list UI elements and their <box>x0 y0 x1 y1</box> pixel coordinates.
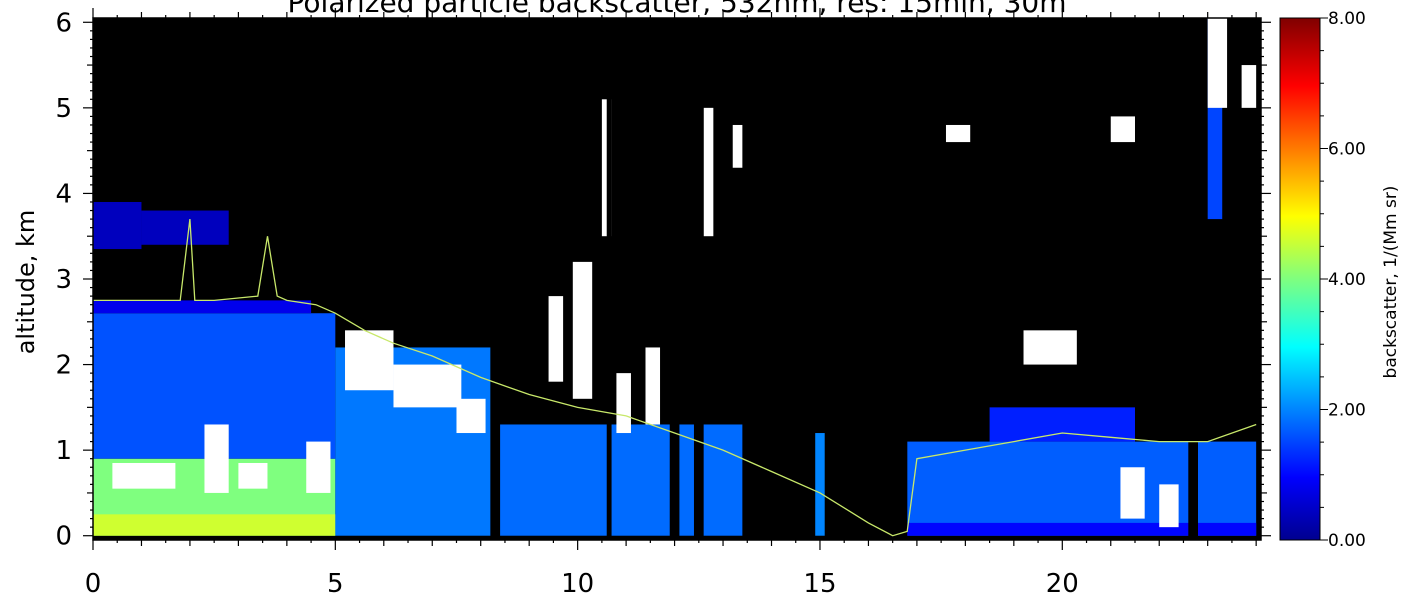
saturated-cell <box>703 107 714 237</box>
saturated-cell <box>945 124 971 143</box>
backscatter-cell <box>93 514 336 536</box>
saturated-cell <box>1120 467 1145 519</box>
saturated-cell <box>1159 484 1179 528</box>
x-axis: 0 5 10 15 20 <box>85 8 1257 599</box>
saturated-cell <box>204 424 229 493</box>
saturated-cell <box>616 373 631 434</box>
y-tick-label: 4 <box>55 179 72 209</box>
data-gap <box>742 18 816 540</box>
colorbar-tick-label: 8.00 <box>1328 9 1366 29</box>
data-gap <box>490 18 501 540</box>
colorbar <box>1279 17 1321 541</box>
saturated-cell <box>732 124 743 168</box>
x-tick-label: 15 <box>803 569 836 599</box>
x-tick-label: 20 <box>1046 569 1079 599</box>
y-axis: 0 1 2 3 4 5 6 <box>55 8 1271 552</box>
saturated-cell <box>1023 330 1077 365</box>
saturated-cell <box>393 364 462 408</box>
data-gap <box>693 18 704 540</box>
saturated-cell <box>112 462 176 489</box>
saturated-cell <box>345 330 394 391</box>
x-tick-label: 10 <box>561 569 594 599</box>
data-gap <box>1188 18 1198 540</box>
saturated-cell <box>238 462 268 489</box>
saturated-cell <box>1207 18 1228 108</box>
y-tick-label: 5 <box>55 94 72 124</box>
backscatter-cell <box>815 433 825 536</box>
backscatter-cell <box>93 300 312 314</box>
saturated-cell <box>1241 65 1257 108</box>
backscatter-cell <box>93 201 142 250</box>
y-tick-label: 0 <box>55 522 72 552</box>
x-tick-label: 5 <box>327 569 344 599</box>
saturated-cell <box>645 347 661 425</box>
y-tick-label: 2 <box>55 351 72 381</box>
y-tick-label: 1 <box>55 436 72 466</box>
backscatter-cell <box>490 424 743 536</box>
colorbar-axis: 0.00 2.00 4.00 6.00 8.00 <box>1320 9 1366 551</box>
backscatter-cell <box>141 210 229 245</box>
saturated-cell <box>456 398 486 434</box>
y-axis-title: altitude, km <box>12 210 40 355</box>
backscatter-cell <box>989 407 1135 442</box>
y-tick-label: 3 <box>55 265 72 295</box>
colorbar-tick-label: 4.00 <box>1328 270 1366 290</box>
colorbar-tick-label: 2.00 <box>1328 401 1366 421</box>
saturated-cell <box>548 296 564 382</box>
colorbar-title: backscatter, 1/(Mm sr) <box>1381 186 1401 379</box>
x-tick-label: 0 <box>85 569 102 599</box>
colorbar-tick-label: 6.00 <box>1328 140 1366 160</box>
colorbar-tick-label: 0.00 <box>1328 531 1366 551</box>
y-tick-label: 6 <box>55 8 72 38</box>
saturated-cell <box>306 441 331 493</box>
data-gap <box>606 18 612 540</box>
saturated-cell <box>572 261 593 399</box>
plot-area <box>93 18 1257 540</box>
backscatter-cell <box>907 441 1257 536</box>
overlay-line <box>93 219 1257 537</box>
saturated-cell <box>601 99 612 237</box>
data-gap <box>669 18 680 540</box>
chart-title: Polarized particle backscatter, 532nm, r… <box>288 0 1067 19</box>
data-gap <box>824 18 908 540</box>
saturated-cell <box>1110 116 1135 143</box>
backscatter-cell <box>907 522 1257 536</box>
